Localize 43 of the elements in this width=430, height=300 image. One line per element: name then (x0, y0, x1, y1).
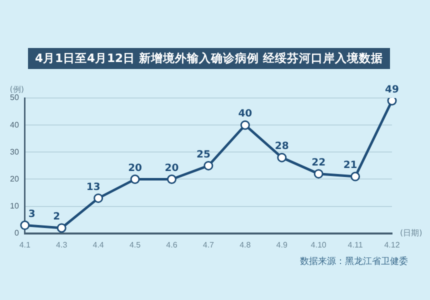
data-label: 21 (343, 160, 358, 172)
x-tick-label: 4.8 (240, 240, 252, 250)
data-label: 3 (28, 208, 36, 220)
point (20, 220, 30, 230)
x-tick-label: 4.4 (92, 240, 104, 250)
point (314, 169, 324, 179)
point (277, 152, 287, 162)
point (350, 172, 360, 182)
data-label: 13 (86, 182, 100, 193)
y-tick-label: 50 (10, 93, 20, 102)
x-tick-label: 4.7 (202, 240, 215, 250)
y-axis-title: (例) (10, 85, 24, 94)
y-tick-label: 0 (14, 228, 20, 238)
point (130, 174, 140, 184)
data-label: 2 (53, 212, 60, 223)
x-tick-label: 4.12 (384, 240, 400, 250)
point (387, 98, 397, 106)
chart-title: 4月1日至4月12日 新增境外输入确诊病例 经绥芬河口岸入境数据 (28, 48, 390, 69)
data-label: 40 (238, 108, 252, 120)
data-label: 22 (312, 157, 326, 168)
y-tick-label: 10 (10, 202, 20, 211)
y-tick-label: 30 (10, 147, 20, 156)
x-tick-label: 4.9 (276, 240, 288, 250)
data-label: 20 (164, 162, 179, 174)
x-axis-title: (日期) (400, 228, 422, 238)
point (56, 223, 66, 233)
point (94, 193, 104, 203)
x-tick-label: 4.1 (19, 240, 32, 250)
point (204, 160, 214, 170)
x-tick-label: 4.3 (56, 240, 68, 250)
data-label: 28 (274, 141, 289, 152)
x-tick-label: 4.5 (129, 240, 142, 250)
data-label: 49 (385, 84, 399, 96)
point (240, 120, 250, 130)
y-tick-label: 20 (10, 174, 20, 184)
x-tick-label: 4.6 (166, 240, 178, 250)
x-tick-label: 4.11 (348, 240, 364, 250)
x-tick-label: 4.10 (310, 240, 327, 250)
point (166, 174, 176, 184)
source-note: 数据来源：黑龙江省卫健委 (300, 255, 408, 268)
y-tick-label: 40 (10, 120, 20, 130)
data-label: 25 (196, 149, 210, 160)
data-label: 20 (128, 162, 142, 174)
